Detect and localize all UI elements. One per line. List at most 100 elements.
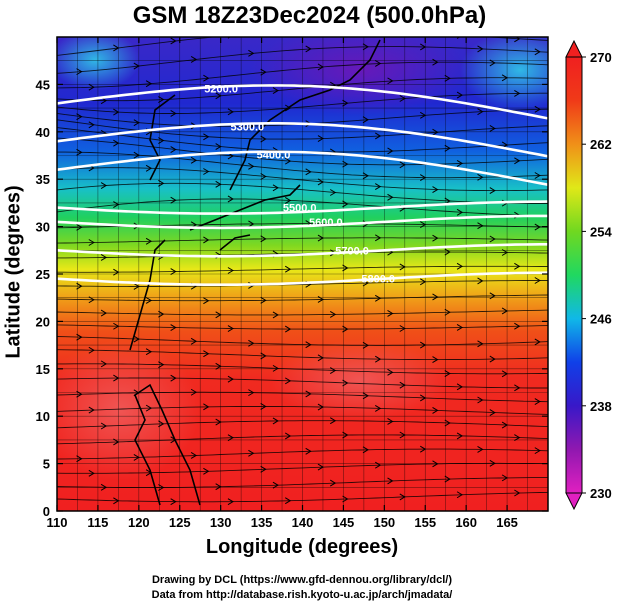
wind-arrow	[387, 368, 394, 376]
wind-arrow	[387, 193, 394, 201]
credit-dcl: Drawing by DCL (https://www.gfd-dennou.o…	[151, 574, 453, 586]
wind-arrow	[284, 265, 292, 273]
wind-arrow	[272, 184, 279, 192]
wind-arrow	[158, 310, 165, 318]
wind-arrow	[477, 222, 484, 230]
wind-arrow	[272, 417, 279, 425]
wind-arrow	[76, 113, 83, 121]
wind-arrow	[534, 172, 541, 179]
x-tick-label: 160	[455, 515, 477, 530]
wind-arrow	[158, 137, 165, 144]
wind-arrow	[88, 346, 95, 354]
wind-arrow	[248, 449, 255, 457]
wind-arrow	[432, 58, 439, 66]
wind-arrow	[170, 268, 177, 275]
wind-arrow	[100, 422, 108, 430]
x-axis-ticks: 110 115 120 125 130 135 140 145 150 155 160 165	[47, 37, 518, 530]
wind-arrow	[227, 267, 234, 274]
wind-arrow	[272, 311, 279, 319]
wind-arrow	[477, 108, 484, 116]
wind-arrow	[432, 356, 439, 364]
wind-arrow	[260, 403, 267, 410]
wind-arrow	[203, 74, 210, 82]
contour-label: 5600.0	[309, 217, 343, 229]
map-title: GSM 18Z23Dec2024 (500.0hPa)	[132, 2, 487, 29]
wind-arrow	[456, 324, 464, 331]
wind-arrow	[272, 364, 279, 372]
wind-arrow	[374, 132, 382, 140]
y-tick-label: 45	[36, 77, 50, 92]
wind-arrow	[374, 60, 382, 67]
wind-arrow	[145, 404, 153, 412]
wind-arrow	[158, 361, 165, 369]
wind-arrow	[260, 296, 267, 304]
wind-arrow	[362, 172, 369, 180]
warm-patch-sw	[57, 340, 200, 480]
wind-arrow	[456, 91, 464, 99]
wind-arrow	[76, 333, 83, 341]
contour-label: 5800.0	[361, 274, 395, 286]
colorbar-label: 262	[590, 137, 612, 152]
wind-arrow	[260, 235, 267, 243]
wind-arrow	[203, 350, 210, 358]
contour-label: 5700.0	[335, 245, 369, 257]
wind-arrow	[227, 108, 234, 116]
wind-arrow	[477, 446, 484, 453]
wind-arrow	[227, 325, 234, 332]
wind-arrow	[305, 390, 312, 398]
wind-arrow	[444, 308, 451, 316]
wind-arrow	[444, 370, 451, 377]
wind-arrow	[100, 182, 108, 189]
wind-arrow	[170, 110, 177, 117]
wind-arrow	[514, 262, 521, 270]
wind-arrow	[158, 420, 165, 428]
x-tick-label: 150	[373, 515, 395, 530]
wind-arrow	[145, 80, 153, 88]
wind-arrow	[514, 157, 521, 165]
wind-arrow	[145, 348, 153, 356]
wind-arrow	[489, 409, 496, 417]
wind-arrow	[100, 254, 108, 261]
wind-arrow	[284, 497, 292, 505]
contour-label: 5200.0	[204, 83, 238, 95]
wind-arrow	[284, 197, 292, 204]
colorbar-min-arrow	[565, 492, 583, 511]
wind-arrow	[88, 83, 95, 91]
wind-arrow	[170, 37, 177, 45]
wind-arrow	[342, 495, 349, 503]
x-tick-label: 125	[169, 515, 191, 530]
y-tick-label: 5	[43, 457, 50, 472]
contour-line	[57, 271, 548, 286]
wind-arrow	[203, 403, 210, 411]
wind-arrow	[145, 164, 153, 172]
wind-arrow	[272, 87, 279, 94]
wind-arrow	[284, 432, 292, 440]
wind-arrow	[342, 379, 349, 387]
wind-arrow	[260, 173, 267, 180]
wind-arrow	[432, 128, 439, 136]
wind-arrow	[342, 99, 349, 107]
wind-arrow	[203, 467, 210, 475]
contour-label: 5400.0	[257, 150, 291, 162]
wind-arrow	[342, 325, 349, 333]
wind-arrow	[534, 277, 541, 284]
y-tick-label: 35	[36, 172, 50, 187]
wind-arrow	[305, 168, 312, 176]
wind-arrow	[374, 405, 382, 412]
wind-arrow	[227, 152, 234, 160]
wind-arrow	[329, 310, 337, 318]
wind-arrow	[432, 186, 439, 194]
wind-arrow	[260, 135, 267, 143]
wind-arrow	[260, 465, 267, 473]
colorbar-bar	[565, 56, 583, 494]
wind-arrow	[534, 338, 541, 346]
wind-arrow	[329, 417, 337, 425]
x-tick-label: 115	[87, 515, 108, 530]
wind-arrow	[342, 431, 349, 439]
wind-arrow	[227, 498, 234, 506]
wind-arrow	[100, 360, 108, 368]
wind-arrow	[477, 340, 484, 348]
wind-arrow	[456, 208, 464, 216]
coastlines	[129, 39, 381, 506]
